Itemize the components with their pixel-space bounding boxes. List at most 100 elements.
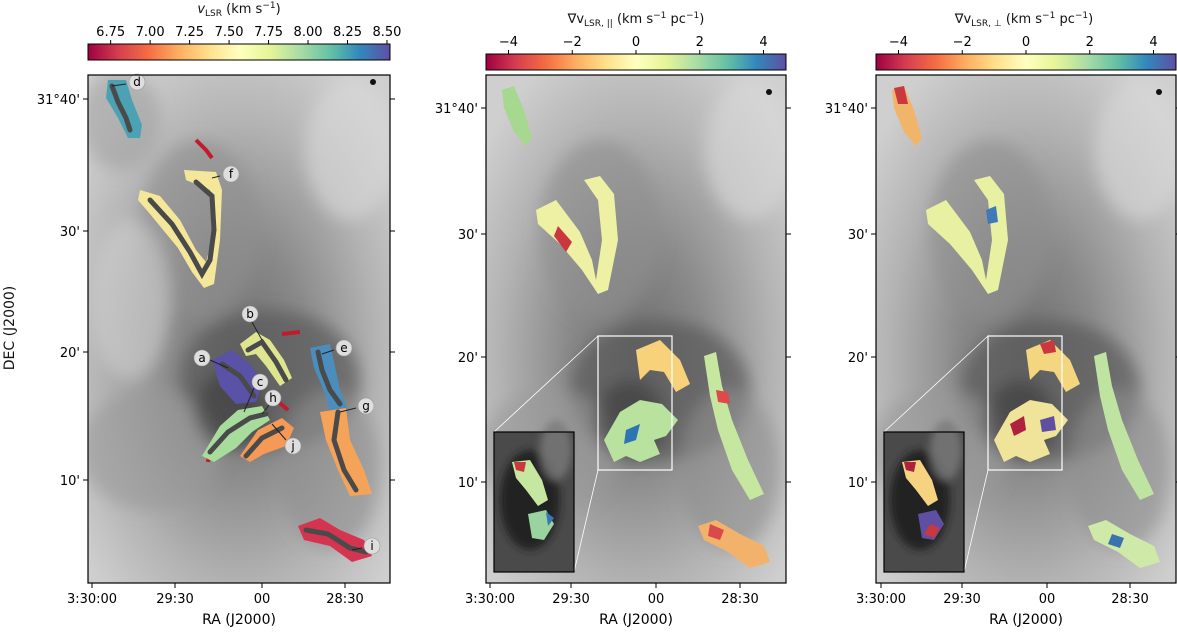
- colorbar-ticks: −4 −2 0 2 4: [499, 35, 768, 54]
- colorbar-tick-label: 8.00: [294, 25, 323, 40]
- y-tick-label: 30': [458, 228, 478, 243]
- colorbar-tick-label: 4: [1149, 35, 1157, 50]
- y-tick-label: 31°40': [435, 102, 478, 117]
- y-tick-label: 10': [458, 476, 478, 491]
- inset-filament: [512, 460, 548, 506]
- colorbar-title: vLSR (km s−1): [197, 1, 280, 19]
- colorbar-tick-label: −4: [889, 35, 908, 50]
- map-image: [88, 75, 390, 583]
- label-e-marker: [335, 339, 353, 357]
- filament-c-region: [202, 406, 270, 462]
- filament-g-spine: [331, 409, 359, 493]
- red-fragment: [281, 330, 301, 336]
- filament-region: [1026, 340, 1080, 392]
- panel-frame: [87, 74, 391, 584]
- colorbar-title: ∇vLSR, || (km s−1 pc−1): [567, 11, 705, 29]
- y-tick-label: 20': [458, 351, 478, 366]
- filament-c-spine: [207, 411, 269, 455]
- colorbar-gradient: [88, 44, 390, 60]
- x-tick-label: 3:30:00: [856, 592, 906, 607]
- zoom-connector: [573, 469, 599, 573]
- gradient-peak: [1040, 340, 1056, 354]
- zoom-connector: [883, 335, 989, 433]
- colorbar-tick-label: 7.00: [136, 25, 165, 40]
- label-f: f: [229, 167, 234, 181]
- label-e: e: [340, 341, 347, 355]
- colorbar-gradient-parallel: −4 −2 0 2 4 ∇vLSR, || (km s−1 pc−1): [485, 11, 787, 71]
- x-axis-title: RA (J2000): [599, 612, 673, 628]
- panel-gradient-perpendicular: −4 −2 0 2 4 ∇vLSR, ⊥ (km s−1 pc−1): [825, 11, 1177, 628]
- beam-marker: [1156, 89, 1162, 95]
- zoom-region-box: [987, 335, 1063, 471]
- colorbar-gradient: [486, 54, 786, 70]
- label-c: c: [257, 375, 264, 389]
- filament-region: [502, 86, 532, 146]
- x-tick-label: 00: [254, 592, 271, 607]
- x-tick-label: 29:30: [552, 592, 589, 607]
- gradient-peak: [716, 390, 730, 404]
- panel-velocity: 6.75 7.00 7.25 7.50 7.75 8.00 8.25 8.50 vLSR (k…: [37, 1, 402, 628]
- zoom-connector: [963, 469, 989, 573]
- y-tick-label: 30': [848, 228, 868, 243]
- colorbar-ticks: 6.75 7.00 7.25 7.50 7.75 8.00 8.25 8.50: [96, 25, 401, 44]
- label-d: d: [133, 75, 141, 89]
- filament-b-spine: [245, 338, 289, 383]
- axes: 3:30:00 29:30 00 28:30 31°40' 30' 20' 10' RA (J2…: [825, 102, 1177, 628]
- x-axis-title: RA (J2000): [989, 612, 1063, 628]
- filament-region: [1088, 520, 1160, 568]
- inset-peak: [514, 462, 526, 472]
- gradient-peak: [1040, 416, 1056, 432]
- colorbar-tick-label: 0: [632, 35, 640, 50]
- inset-peak: [904, 462, 916, 472]
- y-tick-label: 10': [60, 474, 80, 489]
- label-i: i: [370, 539, 373, 553]
- x-tick-label: 29:30: [156, 592, 193, 607]
- x-tick-label: 28:30: [326, 592, 363, 607]
- filament-region: [536, 176, 618, 294]
- filament-h-spine: [243, 425, 285, 459]
- colorbar-gradient-perpendicular: −4 −2 0 2 4 ∇vLSR, ⊥ (km s−1 pc−1): [875, 11, 1177, 71]
- gradient-peak: [624, 424, 640, 444]
- filament-f-spine: [147, 179, 217, 280]
- map-image: [876, 75, 1176, 583]
- beam-marker: [370, 79, 376, 85]
- colorbar-tick-label: 8.25: [333, 25, 362, 40]
- inset: [883, 420, 965, 573]
- label-c-marker: [251, 373, 269, 391]
- y-tick-label: 31°40': [825, 102, 868, 117]
- label-j-marker: [284, 437, 302, 455]
- dust-structure: [88, 75, 390, 550]
- x-tick-label: 3:30:00: [67, 592, 117, 607]
- colorbar-tick-label: 2: [1086, 35, 1094, 50]
- label-g: g: [362, 399, 370, 413]
- label-h-marker: [264, 389, 282, 407]
- panel-frame: [875, 74, 1177, 584]
- x-tick-label: 29:30: [943, 592, 980, 607]
- label-b-marker: [241, 305, 259, 323]
- x-tick-label: 28:30: [1111, 592, 1148, 607]
- colorbar-tick-label: −4: [499, 35, 518, 50]
- inset: [493, 420, 575, 573]
- label-d-marker: [128, 73, 146, 91]
- y-tick-label: 30': [60, 225, 80, 240]
- filament-d-spine: [109, 83, 133, 133]
- y-tick-label: 10': [848, 476, 868, 491]
- colorbar-tick-label: 8.50: [373, 25, 402, 40]
- x-tick-label: 00: [1039, 592, 1056, 607]
- filament-region: [604, 400, 678, 462]
- zoom-region-box: [597, 335, 673, 471]
- filament-region: [704, 352, 764, 500]
- label-h: h: [269, 391, 277, 405]
- colorbar-tick-label: −2: [953, 35, 972, 50]
- filament-labels: d f b a e c g h j: [111, 73, 381, 555]
- colorbar-tick-label: 2: [696, 35, 704, 50]
- label-a: a: [198, 351, 205, 365]
- beam-marker: [766, 89, 772, 95]
- y-axis-title: DEC (J2000): [2, 286, 18, 371]
- x-axis-title: RA (J2000): [202, 612, 276, 628]
- axes: 3:30:00 29:30 00 28:30 31°40' 30' 20' 10' RA (J2…: [37, 93, 395, 628]
- panel-gradient-parallel: −4 −2 0 2 4 ∇vLSR, || (km s−1 pc−1): [435, 11, 791, 628]
- gradient-peak: [554, 226, 572, 252]
- colorbar-velocity: 6.75 7.00 7.25 7.50 7.75 8.00 8.25 8.50 vLSR (k…: [87, 1, 401, 61]
